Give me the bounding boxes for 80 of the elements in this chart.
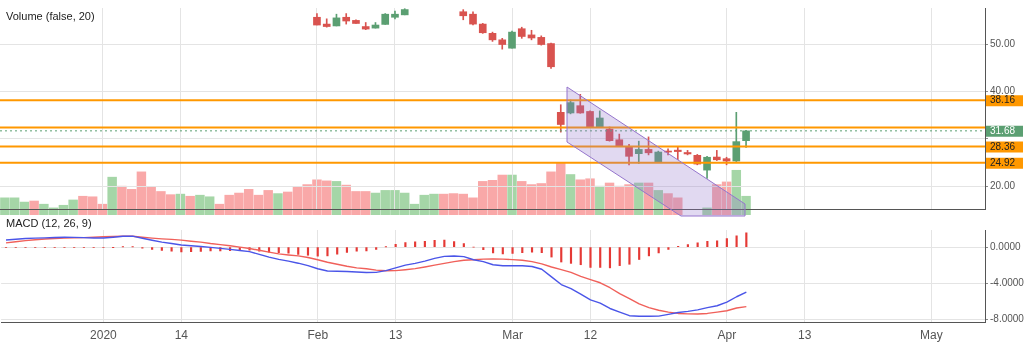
bar xyxy=(462,243,465,247)
bar xyxy=(725,238,728,247)
x-tick-label: 14 xyxy=(174,327,189,342)
x-tick-label: 13 xyxy=(798,327,812,342)
bar xyxy=(355,247,358,252)
bar xyxy=(647,247,651,257)
bar xyxy=(628,247,631,265)
bar xyxy=(491,247,495,254)
bar xyxy=(375,247,378,250)
bar xyxy=(521,247,524,254)
bar xyxy=(560,247,563,263)
bar xyxy=(706,240,709,247)
bar xyxy=(716,240,719,247)
x-tick-label: 2020 xyxy=(90,327,118,342)
bar xyxy=(160,247,163,251)
bar xyxy=(540,247,543,253)
bar xyxy=(565,174,576,215)
bar xyxy=(453,241,456,247)
bar xyxy=(634,182,644,215)
x-tick-label: 12 xyxy=(583,327,598,342)
bar xyxy=(287,247,290,254)
bar xyxy=(550,247,553,258)
y-tick-label: 0.0000 xyxy=(990,240,1022,252)
bar xyxy=(273,193,283,215)
ref-line-label: 24.92 xyxy=(990,157,1016,169)
bar xyxy=(297,247,300,255)
bar xyxy=(29,200,39,215)
x-tick-label: Mar xyxy=(502,327,523,342)
bar xyxy=(365,247,368,252)
bar xyxy=(345,247,349,253)
bar xyxy=(151,247,154,250)
bar xyxy=(595,185,605,215)
bar xyxy=(608,247,612,269)
x-tick-label: 13 xyxy=(388,327,403,342)
bar xyxy=(569,247,573,264)
bar xyxy=(190,247,193,253)
bar xyxy=(667,247,670,250)
bar xyxy=(530,247,534,253)
y-tick-label: 40.00 xyxy=(990,85,1016,97)
x-tick-label: May xyxy=(920,327,943,342)
bar xyxy=(638,247,641,260)
x-tick-label: Apr xyxy=(717,327,737,342)
y-tick-label: -4.0000 xyxy=(990,276,1024,288)
bar xyxy=(618,247,621,266)
bar xyxy=(336,247,339,255)
y-tick-label: -8.0000 xyxy=(990,313,1024,325)
bar xyxy=(657,247,660,254)
bar xyxy=(507,174,517,215)
chart-title: MACD (12, 26, 9) xyxy=(6,216,92,229)
bar xyxy=(185,195,195,215)
bar xyxy=(107,176,117,215)
bar xyxy=(423,240,426,247)
bar xyxy=(686,244,689,247)
x-tick-label: Feb xyxy=(307,327,329,342)
bar xyxy=(745,232,748,247)
bar xyxy=(170,247,173,252)
bar xyxy=(579,247,582,266)
bar xyxy=(511,247,514,254)
bar xyxy=(394,244,397,247)
bar xyxy=(180,247,183,253)
y-tick-label: 50.00 xyxy=(990,37,1016,49)
candlestick xyxy=(673,146,682,160)
bar xyxy=(653,190,664,215)
bar xyxy=(326,247,329,257)
bar xyxy=(199,247,202,252)
bar xyxy=(404,242,407,247)
ref-line-label: 38.16 xyxy=(990,94,1016,106)
ref-line-label: 31.68 xyxy=(990,125,1016,137)
bar xyxy=(277,247,280,253)
bar xyxy=(482,247,485,250)
annotation: Volume (false, 20) xyxy=(6,9,95,22)
bar xyxy=(316,247,319,257)
ref-line-label: 28.36 xyxy=(990,140,1016,152)
y-tick-label: 20.00 xyxy=(990,179,1016,191)
bar xyxy=(599,247,602,268)
bar xyxy=(306,247,310,256)
bar xyxy=(331,181,342,215)
bar xyxy=(589,247,592,268)
bar xyxy=(433,240,436,247)
bar xyxy=(501,247,504,255)
